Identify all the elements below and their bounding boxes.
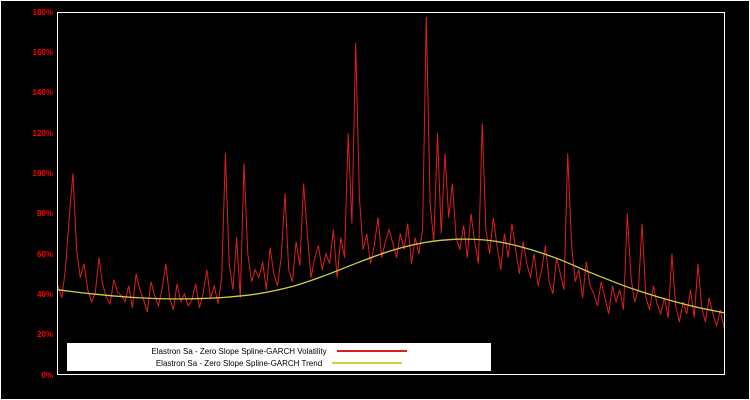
y-axis-tick-label: 120% bbox=[32, 128, 53, 138]
chart-svg bbox=[58, 16, 724, 329]
y-axis-tick-label: 160% bbox=[32, 47, 53, 57]
legend-item-volatility: Elastron Sa - Zero Slope Spline-GARCH Vo… bbox=[67, 345, 491, 357]
legend-label-volatility: Elastron Sa - Zero Slope Spline-GARCH Vo… bbox=[151, 346, 327, 356]
legend: Elastron Sa - Zero Slope Spline-GARCH Vo… bbox=[67, 343, 491, 371]
y-axis-tick-label: 40% bbox=[36, 289, 53, 299]
y-axis-tick-label: 180% bbox=[32, 7, 53, 17]
legend-item-trend: Elastron Sa - Zero Slope Spline-GARCH Tr… bbox=[67, 357, 491, 369]
legend-volatility-line-sample bbox=[336, 350, 407, 352]
legend-label-trend: Elastron Sa - Zero Slope Spline-GARCH Tr… bbox=[155, 358, 323, 368]
trend-line bbox=[58, 238, 724, 314]
legend-trend-line-sample bbox=[332, 362, 403, 364]
y-axis-tick-label: 20% bbox=[36, 330, 53, 340]
volatility-line bbox=[58, 16, 724, 329]
chart-plot-area: Elastron Sa - Zero Slope Spline-GARCH Vo… bbox=[57, 12, 725, 375]
y-axis-tick-label: 0% bbox=[41, 370, 53, 380]
y-axis-tick-label: 100% bbox=[32, 168, 53, 178]
y-axis-tick-label: 140% bbox=[32, 88, 53, 98]
y-axis-tick-label: 80% bbox=[36, 209, 53, 219]
y-axis-tick-label: 60% bbox=[36, 249, 53, 259]
y-axis-labels: 0% 20% 40% 60% 80% 100% 120% 140% 160% 180% bbox=[1, 8, 53, 380]
